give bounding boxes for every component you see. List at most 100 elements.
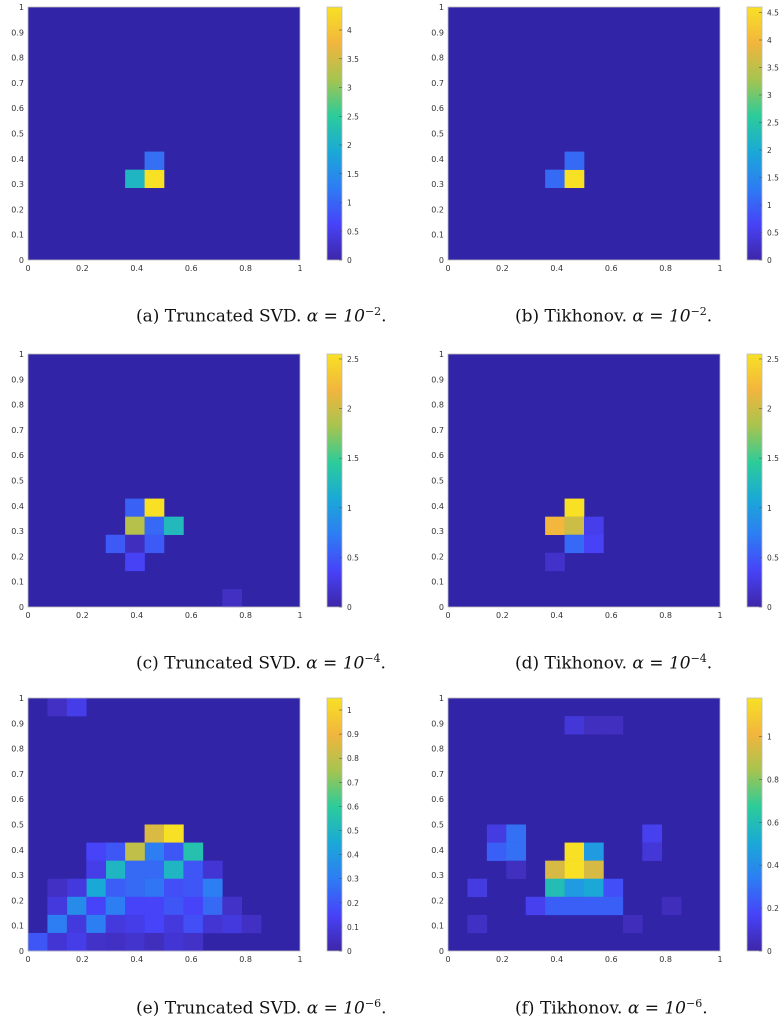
colorbar-tick-label: 1 bbox=[767, 201, 772, 210]
colorbar-tick-label: 4.5 bbox=[767, 9, 779, 18]
heatmap-e: 0 0.2 0.4 0.6 0.8 1 0 0.1 0.2 0.3 0.4 0.5 0.6 0.7 0.8 0… bbox=[11, 694, 359, 964]
heatmap-cell bbox=[28, 932, 48, 952]
heatmap-cell bbox=[125, 932, 145, 952]
colorbar-tick-label: 1.5 bbox=[767, 454, 779, 463]
heatmap-cell bbox=[144, 860, 165, 880]
y-tick-label: 0.3 bbox=[11, 871, 24, 880]
y-tick-label: 0.4 bbox=[431, 155, 444, 164]
x-tick-label: 1 bbox=[717, 955, 722, 964]
heatmap-cell bbox=[222, 588, 243, 608]
colorbar-tick-label: 2 bbox=[347, 405, 352, 414]
colorbar-tick-label: 1 bbox=[347, 706, 352, 715]
plot-background bbox=[448, 7, 720, 260]
y-tick-label: 0.4 bbox=[11, 502, 24, 511]
y-tick-label: 0.7 bbox=[431, 770, 444, 779]
heatmap-f: 0 0.2 0.4 0.6 0.8 1 0 0.1 0.2 0.3 0.4 0.5 0.6 0.7 0.8 0… bbox=[431, 694, 779, 964]
x-tick-label: 0.6 bbox=[185, 264, 198, 273]
x-tick-label: 0 bbox=[445, 611, 450, 620]
heatmap-cell bbox=[144, 498, 165, 517]
heatmap-cell bbox=[125, 516, 145, 536]
heatmap-a: 0 0.2 0.4 0.6 0.8 1 0 0.1 0.2 0.3 0.4 0.5 0.6 0.7 0.8 0… bbox=[11, 3, 359, 273]
x-tick-label: 0.8 bbox=[239, 611, 252, 620]
y-tick-label: 0.9 bbox=[431, 719, 444, 728]
y-tick-label: 0.8 bbox=[431, 54, 444, 63]
heatmap-cell bbox=[86, 842, 107, 861]
heatmap-cell bbox=[183, 896, 204, 916]
colorbar-tick-label: 0 bbox=[767, 947, 772, 956]
x-tick-label: 0 bbox=[25, 955, 30, 964]
heatmap-cell bbox=[164, 878, 184, 898]
heatmap-cell bbox=[164, 896, 184, 916]
x-tick-label: 0.2 bbox=[76, 611, 89, 620]
heatmap-cell bbox=[164, 842, 184, 861]
colorbar-tick-label: 0 bbox=[347, 603, 352, 612]
heatmap-cell bbox=[164, 860, 184, 880]
heatmap-panel-f: 0 0.2 0.4 0.6 0.8 1 0 0.1 0.2 0.3 0.4 0.5 0.6 0.7 0.8 0… bbox=[420, 691, 780, 976]
heatmap-cell bbox=[47, 896, 68, 916]
heatmap-cell bbox=[564, 878, 585, 898]
colorbar-tick-label: 0.1 bbox=[347, 923, 359, 932]
x-tick-label: 0.6 bbox=[605, 264, 618, 273]
heatmap-c: 0 0.2 0.4 0.6 0.8 1 0 0.1 0.2 0.3 0.4 0.5 0.6 0.7 0.8 0… bbox=[11, 350, 359, 620]
heatmap-cell bbox=[144, 842, 165, 861]
heatmap-cell bbox=[47, 914, 68, 934]
x-tick-label: 1 bbox=[297, 611, 302, 620]
heatmap-cell bbox=[564, 534, 585, 554]
y-tick-label: 0.5 bbox=[431, 477, 444, 486]
y-tick-label: 0.7 bbox=[431, 79, 444, 88]
x-tick-label: 0.6 bbox=[185, 611, 198, 620]
colorbar-tick-label: 3.5 bbox=[767, 64, 779, 73]
colorbar-tick-label: 0.3 bbox=[347, 875, 359, 884]
x-tick-label: 0 bbox=[445, 955, 450, 964]
y-tick-label: 0.3 bbox=[11, 527, 24, 536]
heatmap-cell bbox=[183, 878, 204, 898]
colorbar-tick-label: 2 bbox=[767, 405, 772, 414]
heatmap-cell bbox=[164, 824, 184, 843]
colorbar-tick-label: 0.8 bbox=[767, 775, 779, 784]
y-tick-label: 1 bbox=[439, 350, 444, 359]
heatmap-panel-c: 0 0.2 0.4 0.6 0.8 1 0 0.1 0.2 0.3 0.4 0.5 0.6 0.7 0.8 0… bbox=[0, 347, 360, 632]
y-tick-label: 0.5 bbox=[11, 821, 24, 830]
heatmap-b: 0 0.2 0.4 0.6 0.8 1 0 0.1 0.2 0.3 0.4 0.5 0.6 0.7 0.8 0… bbox=[431, 3, 779, 273]
y-tick-label: 0.2 bbox=[11, 896, 24, 905]
heatmap-d: 0 0.2 0.4 0.6 0.8 1 0 0.1 0.2 0.3 0.4 0.5 0.6 0.7 0.8 0… bbox=[431, 350, 779, 620]
heatmap-cell bbox=[144, 534, 165, 554]
plot-background bbox=[448, 354, 720, 607]
heatmap-cell bbox=[545, 552, 565, 572]
heatmap-cell bbox=[222, 914, 243, 934]
heatmap-cell bbox=[467, 914, 488, 934]
y-tick-label: 0.4 bbox=[11, 846, 24, 855]
y-tick-label: 1 bbox=[439, 3, 444, 12]
heatmap-cell bbox=[584, 878, 604, 898]
heatmap-cell bbox=[564, 896, 585, 916]
y-tick-label: 0.9 bbox=[11, 28, 24, 37]
colorbar-tick-label: 4 bbox=[767, 36, 772, 45]
x-tick-label: 0.2 bbox=[76, 955, 89, 964]
colorbar-tick-label: 2.5 bbox=[767, 355, 779, 364]
colorbar-tick-label: 1.5 bbox=[347, 170, 359, 179]
heatmap-cell bbox=[584, 860, 604, 880]
heatmap-cell bbox=[584, 516, 604, 536]
plot-frame bbox=[447, 353, 721, 608]
colorbar-tick-label: 2 bbox=[347, 141, 352, 150]
heatmap-cell bbox=[642, 824, 663, 843]
heatmap-cell bbox=[105, 534, 126, 554]
plot-frame bbox=[27, 353, 301, 608]
heatmap-cell bbox=[144, 932, 165, 952]
y-tick-label: 0.5 bbox=[11, 130, 24, 139]
x-tick-label: 0.8 bbox=[239, 955, 252, 964]
heatmap-cell bbox=[125, 860, 145, 880]
x-tick-label: 0.2 bbox=[496, 264, 509, 273]
heatmap-cell bbox=[584, 716, 604, 735]
colorbar-tick-label: 0.4 bbox=[767, 861, 779, 870]
heatmap-cell bbox=[125, 534, 145, 554]
colorbar-tick-label: 0.6 bbox=[347, 802, 359, 811]
y-tick-label: 0.7 bbox=[11, 426, 24, 435]
plot-background bbox=[28, 354, 300, 607]
colorbar-tick-label: 0.5 bbox=[767, 553, 779, 562]
y-tick-label: 0.9 bbox=[431, 28, 444, 37]
x-tick-label: 1 bbox=[717, 611, 722, 620]
plot-frame bbox=[27, 697, 301, 952]
y-tick-label: 0.9 bbox=[11, 719, 24, 728]
y-tick-label: 0.1 bbox=[431, 231, 444, 240]
